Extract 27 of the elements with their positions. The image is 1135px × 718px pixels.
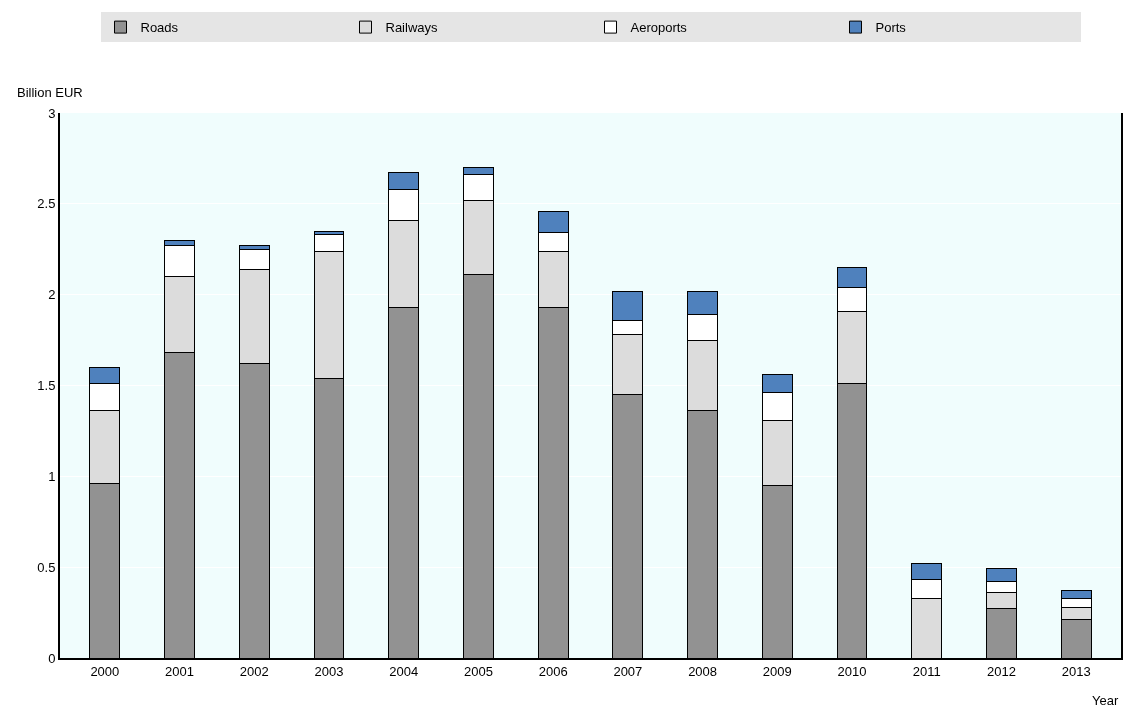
x-tick-label: 2009	[762, 663, 792, 679]
x-tick-label: 2002	[239, 663, 269, 679]
x-tick-label: 2003	[314, 663, 344, 679]
x-tick-label: 2001	[165, 663, 195, 679]
y-tick-label: 3	[48, 105, 56, 121]
x-tick-label: 2011	[912, 663, 941, 679]
x-tick-label: 2004	[389, 663, 419, 679]
x-tick-label: 2013	[1061, 663, 1091, 679]
legend-label: Railways	[385, 20, 439, 36]
legend-label: Ports	[875, 20, 907, 36]
x-tick-label: 2010	[837, 663, 867, 679]
y-tick-label: 0.5	[37, 559, 56, 575]
y-tick-label: 2.5	[37, 196, 56, 212]
x-tick-label: 2012	[986, 663, 1016, 679]
y-tick-label: 0	[48, 650, 56, 666]
legend-label: Aeroports	[630, 20, 688, 36]
legend-label: Roads	[140, 20, 179, 36]
x-tick-label: 2008	[688, 663, 718, 679]
x-tick-label: 2006	[538, 663, 568, 679]
x-tick-label: 2005	[463, 663, 493, 679]
x-axis-title: Year	[1092, 693, 1119, 708]
y-axis-title: Billion EUR	[17, 85, 83, 100]
x-tick-label: 2000	[90, 663, 120, 679]
y-tick-label: 1	[48, 468, 56, 484]
y-tick-label: 2	[48, 287, 56, 303]
y-tick-label: 1.5	[37, 378, 56, 394]
x-tick-label: 2007	[613, 663, 643, 679]
